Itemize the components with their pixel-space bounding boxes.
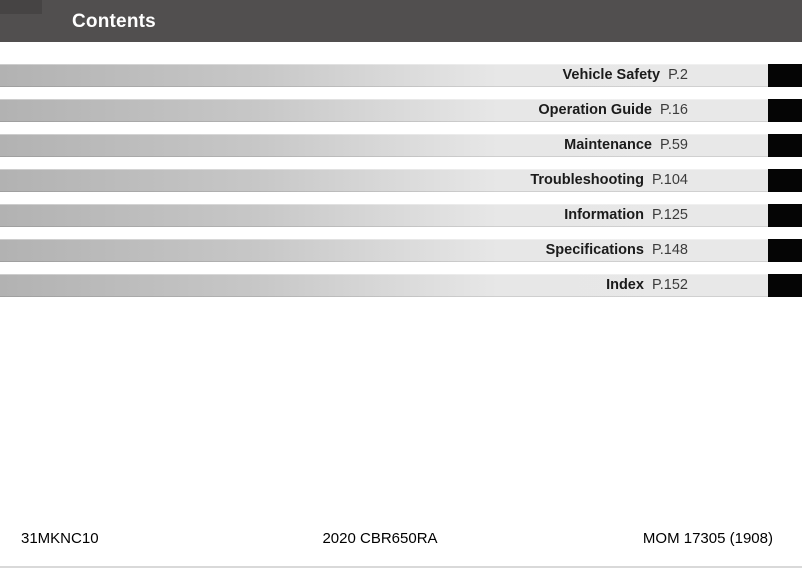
- bottom-divider: [0, 566, 802, 568]
- toc-list: Vehicle Safety P.2 Operation Guide P.16 …: [0, 64, 802, 309]
- toc-row-troubleshooting[interactable]: Troubleshooting P.104: [0, 169, 802, 192]
- toc-section-label: Maintenance: [564, 137, 652, 153]
- section-edge-tab: [768, 134, 802, 157]
- toc-section-label: Troubleshooting: [530, 172, 644, 188]
- toc-row-specifications[interactable]: Specifications P.148: [0, 239, 802, 262]
- toc-row-vehicle-safety[interactable]: Vehicle Safety P.2: [0, 64, 802, 87]
- toc-page-ref: P.59: [660, 137, 688, 153]
- section-edge-tab: [768, 64, 802, 87]
- section-edge-tab: [768, 204, 802, 227]
- toc-page-ref: P.152: [651, 277, 688, 293]
- toc-page-ref: P.104: [651, 172, 688, 188]
- toc-page-ref: P.125: [651, 207, 688, 223]
- toc-page-ref: P.2: [668, 67, 688, 83]
- toc-section-label: Specifications: [545, 242, 644, 258]
- toc-section-label: Information: [564, 207, 644, 223]
- header-corner-accent: [0, 0, 42, 14]
- toc-entry-text: Troubleshooting P.104: [0, 169, 802, 192]
- toc-row-index[interactable]: Index P.152: [0, 274, 802, 297]
- toc-row-operation-guide[interactable]: Operation Guide P.16: [0, 99, 802, 122]
- toc-entry-text: Vehicle Safety P.2: [0, 64, 802, 87]
- toc-section-label: Vehicle Safety: [562, 67, 661, 83]
- footer-model-name: 2020 CBR650RA: [322, 530, 438, 547]
- toc-entry-text: Specifications P.148: [0, 239, 802, 262]
- toc-page-ref: P.16: [660, 102, 688, 118]
- footer-part-number: 31MKNC10: [21, 530, 99, 547]
- footer-doc-code: MOM 17305 (1908): [642, 530, 773, 547]
- toc-section-label: Index: [606, 277, 644, 293]
- toc-row-information[interactable]: Information P.125: [0, 204, 802, 227]
- section-edge-tab: [768, 274, 802, 297]
- page-footer: 31MKNC10 2020 CBR650RA MOM 17305 (1908): [0, 530, 802, 550]
- toc-row-maintenance[interactable]: Maintenance P.59: [0, 134, 802, 157]
- contents-header-bar: Contents: [0, 0, 802, 42]
- toc-entry-text: Index P.152: [0, 274, 802, 297]
- toc-entry-text: Information P.125: [0, 204, 802, 227]
- toc-section-label: Operation Guide: [538, 102, 652, 118]
- section-edge-tab: [768, 99, 802, 122]
- page-title: Contents: [72, 11, 156, 32]
- toc-page-ref: P.148: [651, 242, 688, 258]
- section-edge-tab: [768, 239, 802, 262]
- section-edge-tab: [768, 169, 802, 192]
- toc-entry-text: Operation Guide P.16: [0, 99, 802, 122]
- toc-entry-text: Maintenance P.59: [0, 134, 802, 157]
